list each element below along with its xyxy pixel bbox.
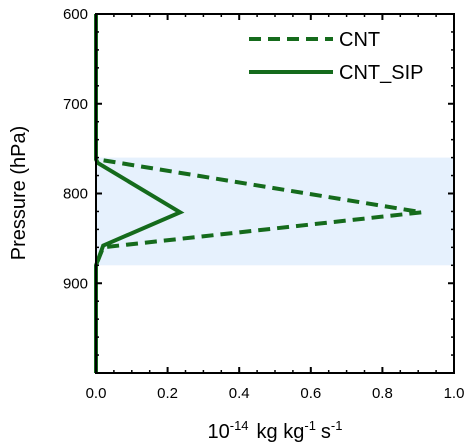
x-axis-title-prefix-exp: -14 [230, 418, 249, 433]
x-axis-title-unit-2-exp: -1 [331, 418, 343, 433]
x-tick-label: 0.4 [229, 385, 250, 402]
legend: CNT CNT_SIP [249, 29, 423, 84]
x-tick-label: 1.0 [444, 385, 465, 402]
y-tick-label: 700 [63, 96, 88, 113]
x-axis-title-prefix: 10 [208, 421, 230, 442]
y-tick-label: 800 [63, 186, 88, 203]
x-axis-title: 10-14 kg kg-1 s-1 [208, 418, 343, 442]
x-tick-label: 0.8 [372, 385, 393, 402]
axes-layer: 0.0 0.2 0.4 0.6 0.8 1.0 600 700 800 900 [63, 6, 464, 402]
x-tick-label: 0.6 [300, 385, 321, 402]
y-tick-label: 600 [63, 6, 88, 23]
shaded-band [96, 157, 454, 266]
y-axis-title: Pressure (hPa) [8, 126, 30, 261]
x-axis-title-unit-1: kg kg [257, 421, 305, 442]
legend-label-cnt: CNT [339, 29, 380, 51]
x-axis-title-unit-1-exp: -1 [304, 418, 316, 433]
legend-label-cnt-sip: CNT_SIP [339, 62, 423, 84]
y-tick-label: 900 [63, 275, 88, 292]
band-layer [96, 157, 454, 266]
x-axis-title-unit-2: s [321, 421, 331, 442]
x-tick-label: 0.2 [157, 385, 178, 402]
x-tick-label: 0.0 [86, 385, 107, 402]
